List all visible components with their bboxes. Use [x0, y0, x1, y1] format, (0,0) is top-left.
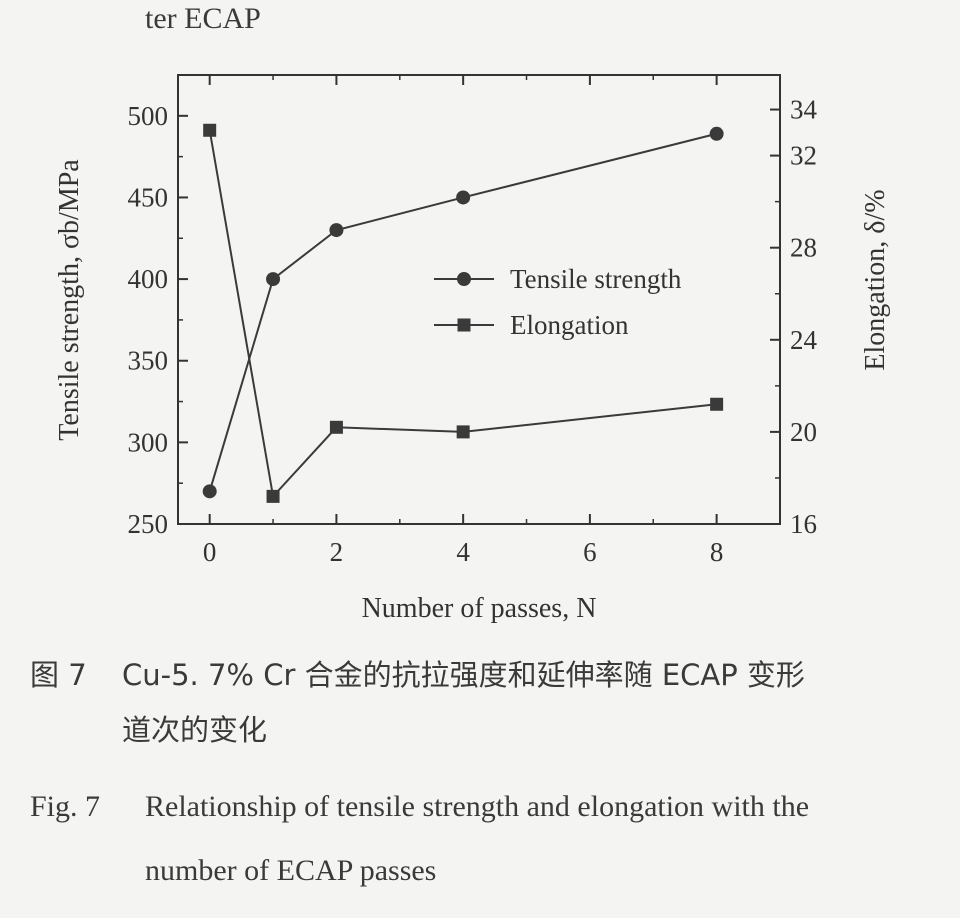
y-left-tick-label: 500: [128, 101, 169, 131]
y-left-tick-label: 400: [128, 264, 169, 294]
legend-label-elongation: Elongation: [510, 310, 629, 340]
legend-label-tensile-strength: Tensile strength: [510, 264, 682, 294]
tensile-strength-point: [709, 126, 724, 141]
y-right-tick-label: 28: [790, 233, 817, 263]
elongation-point: [710, 397, 724, 411]
x-tick-label: 6: [583, 537, 597, 567]
figure-caption-chinese: 图 7 Cu-5. 7% Cr 合金的抗拉强度和延伸率随 ECAP 变形 道次的变…: [30, 648, 940, 758]
tensile-strength-point: [456, 190, 471, 205]
caption-en-figure-number: Fig. 7: [30, 790, 101, 823]
y-left-tick-label: 450: [128, 182, 169, 212]
caption-cn-figure-number: 图 7: [30, 658, 87, 692]
preceding-text-fragment: ter ECAP: [145, 2, 261, 35]
x-tick-label: 2: [330, 537, 344, 567]
elongation-point: [266, 489, 280, 503]
y-right-tick-label: 16: [790, 509, 817, 539]
plot-frame: [177, 74, 781, 525]
y-left-tick-label: 350: [128, 346, 169, 376]
caption-cn-line-1: Cu-5. 7% Cr 合金的抗拉强度和延伸率随 ECAP 变形: [122, 658, 805, 692]
caption-en-line-1: Relationship of tensile strength and elo…: [145, 790, 810, 823]
y-left-tick-label: 250: [128, 509, 169, 539]
y-right-tick-label: 32: [790, 141, 817, 171]
x-tick-label: 8: [710, 537, 724, 567]
elongation-point: [456, 425, 470, 439]
elongation-point: [203, 123, 217, 137]
caption-en-line-2: number of ECAP passes: [145, 854, 437, 887]
tensile-strength-point: [329, 223, 344, 238]
x-tick-label: 0: [203, 537, 217, 567]
tensile-strength-point: [266, 272, 281, 287]
legend-marker-elongation: [457, 318, 471, 332]
figure-caption-english: Fig. 7 Relationship of tensile strength a…: [30, 775, 940, 903]
y-right-axis-label: Elongation, δ/%: [860, 189, 891, 370]
y-right-tick-label: 24: [790, 325, 818, 355]
x-tick-label: 4: [456, 537, 470, 567]
elongation-point: [329, 420, 343, 434]
caption-cn-line-2: 道次的变化: [122, 713, 268, 747]
y-right-tick-label: 34: [790, 95, 818, 125]
y-right-tick-label: 20: [790, 417, 817, 447]
elongation-line: [208, 130, 717, 499]
x-axis-label: Number of passes, N: [362, 593, 597, 624]
tensile-strength-point: [202, 484, 217, 499]
y-left-axis-label: Tensile strength, σb/MPa: [54, 159, 85, 441]
y-left-tick-label: 300: [128, 427, 169, 457]
legend-marker-tensile-strength: [457, 272, 471, 286]
